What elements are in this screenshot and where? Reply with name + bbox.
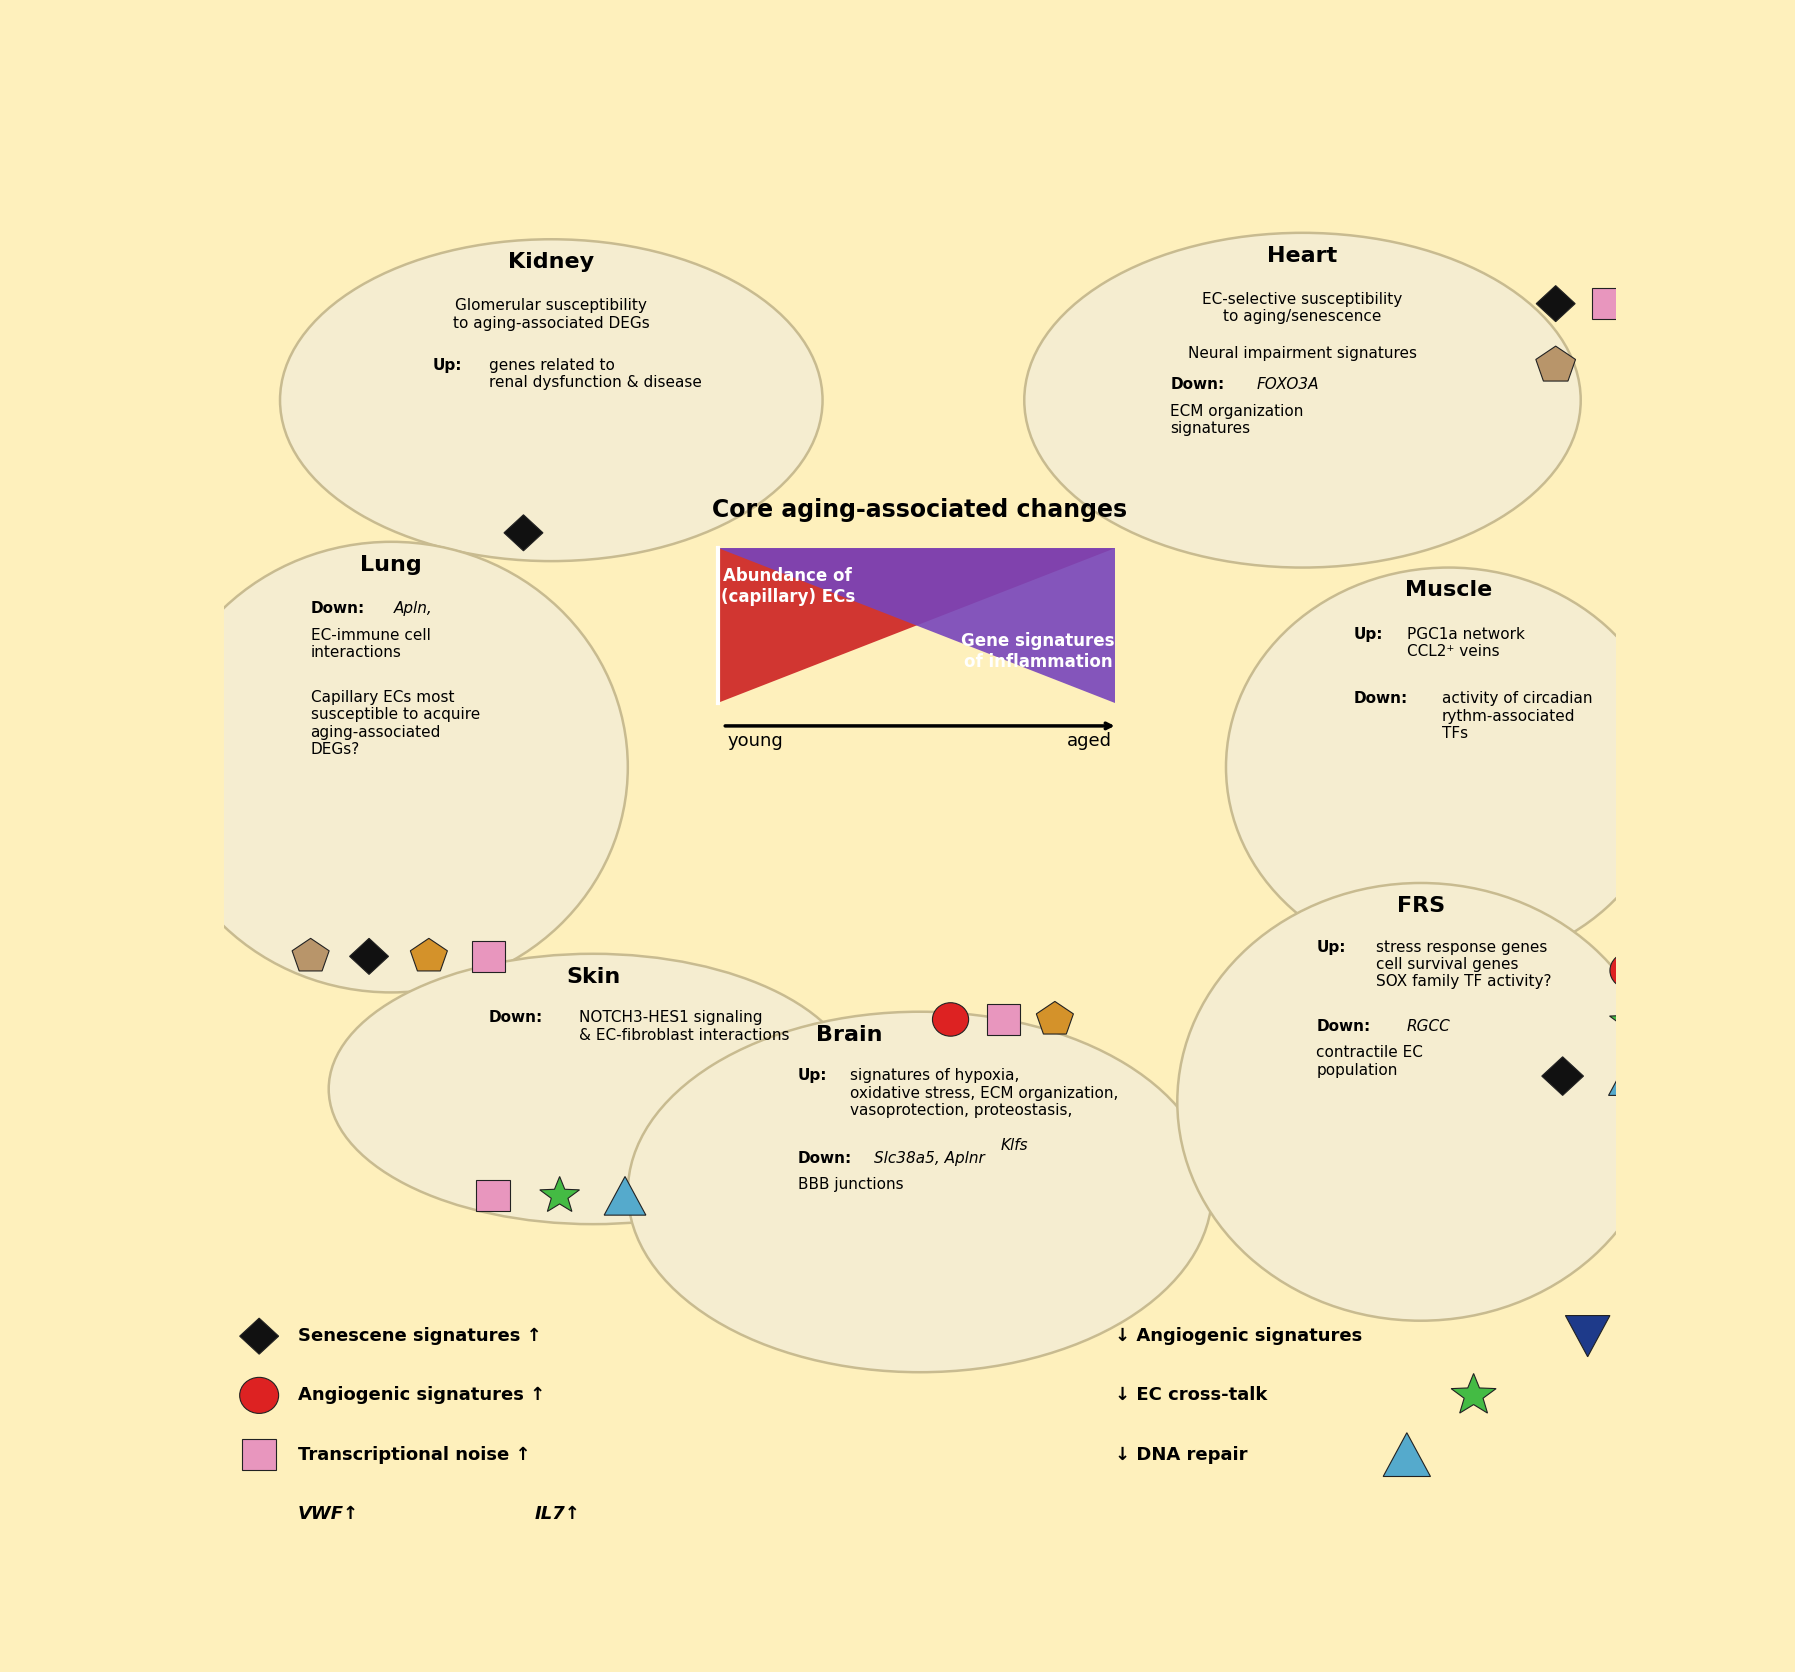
Polygon shape [1610, 1003, 1650, 1038]
Polygon shape [1592, 288, 1624, 319]
Polygon shape [1537, 286, 1576, 321]
Ellipse shape [1178, 883, 1664, 1321]
Polygon shape [718, 548, 1115, 702]
Text: Heart: Heart [1267, 246, 1337, 266]
Polygon shape [1384, 1433, 1431, 1476]
Text: Down:: Down: [488, 1010, 542, 1025]
Text: IL7↑: IL7↑ [535, 1505, 580, 1523]
Text: Down:: Down: [797, 1150, 853, 1165]
Polygon shape [1624, 617, 1668, 659]
Polygon shape [472, 941, 506, 971]
Text: aged: aged [1066, 732, 1111, 751]
Ellipse shape [1025, 232, 1581, 567]
Text: Up:: Up: [433, 358, 463, 373]
Text: Senescene signatures ↑: Senescene signatures ↑ [298, 1328, 542, 1346]
Polygon shape [476, 1180, 510, 1211]
Text: Lung: Lung [361, 555, 422, 575]
Text: EC-selective susceptibility
to aging/senescence: EC-selective susceptibility to aging/sen… [1203, 293, 1402, 324]
Text: Slc38a5, Aplnr: Slc38a5, Aplnr [874, 1150, 985, 1165]
Polygon shape [293, 938, 328, 971]
Ellipse shape [1226, 567, 1671, 966]
Polygon shape [241, 1318, 278, 1354]
Text: Down:: Down: [311, 600, 364, 615]
Text: Down:: Down: [1316, 1020, 1371, 1035]
Polygon shape [1450, 1373, 1495, 1413]
Text: Down:: Down: [1353, 691, 1409, 706]
Polygon shape [477, 1496, 513, 1528]
Ellipse shape [628, 1012, 1212, 1373]
Text: Skin: Skin [565, 966, 619, 986]
Text: stress response genes
cell survival genes
SOX family TF activity?: stress response genes cell survival gene… [1377, 940, 1551, 990]
Polygon shape [1036, 1002, 1073, 1033]
Text: genes related to
renal dysfunction & disease: genes related to renal dysfunction & dis… [488, 358, 702, 390]
Text: activity of circadian
rythm-associated
TFs: activity of circadian rythm-associated T… [1441, 691, 1592, 741]
Circle shape [1610, 953, 1650, 988]
Text: Up:: Up: [797, 1068, 827, 1083]
Text: ECM organization
signatures: ECM organization signatures [1170, 405, 1303, 436]
Text: young: young [729, 732, 784, 751]
Text: Capillary ECs most
susceptible to acquire
aging-associated
DEGs?: Capillary ECs most susceptible to acquir… [311, 691, 479, 757]
Polygon shape [242, 1440, 276, 1470]
Text: EC-immune cell
interactions: EC-immune cell interactions [311, 629, 431, 660]
Text: ↓ EC cross-talk: ↓ EC cross-talk [1115, 1386, 1267, 1404]
Polygon shape [718, 548, 1115, 702]
Text: contractile EC
population: contractile EC population [1316, 1045, 1423, 1077]
Circle shape [241, 1378, 278, 1413]
Text: Abundance of
(capillary) ECs: Abundance of (capillary) ECs [720, 567, 854, 607]
Text: Transcriptional noise ↑: Transcriptional noise ↑ [298, 1446, 531, 1463]
Text: signatures of hypoxia,
oxidative stress, ECM organization,
vasoprotection, prote: signatures of hypoxia, oxidative stress,… [851, 1068, 1118, 1119]
Ellipse shape [280, 239, 822, 562]
Text: FRS: FRS [1397, 896, 1445, 916]
Polygon shape [540, 1177, 580, 1212]
Polygon shape [1608, 1057, 1650, 1095]
Text: Muscle: Muscle [1405, 580, 1492, 600]
Text: Glomerular susceptibility
to aging-associated DEGs: Glomerular susceptibility to aging-assoc… [452, 299, 650, 331]
Text: ↓ Angiogenic signatures: ↓ Angiogenic signatures [1115, 1328, 1362, 1346]
Text: Brain: Brain [815, 1025, 881, 1045]
Text: PGC1a network
CCL2⁺ veins: PGC1a network CCL2⁺ veins [1407, 627, 1524, 659]
Text: Gene signatures
of inflammation: Gene signatures of inflammation [962, 632, 1115, 670]
Text: Kidney: Kidney [508, 252, 594, 273]
Polygon shape [411, 938, 447, 971]
Polygon shape [987, 1003, 1020, 1035]
Polygon shape [1565, 1316, 1610, 1356]
Ellipse shape [154, 542, 628, 993]
Text: VWF↑: VWF↑ [298, 1505, 359, 1523]
Ellipse shape [328, 953, 858, 1224]
Polygon shape [1542, 1057, 1583, 1095]
Text: RGCC: RGCC [1407, 1020, 1450, 1035]
Text: Core aging-associated changes: Core aging-associated changes [713, 498, 1127, 522]
Polygon shape [504, 515, 542, 550]
Polygon shape [350, 938, 388, 975]
Text: Apln,: Apln, [395, 600, 433, 615]
Text: Neural impairment signatures: Neural impairment signatures [1188, 346, 1416, 361]
Text: Angiogenic signatures ↑: Angiogenic signatures ↑ [298, 1386, 546, 1404]
Circle shape [932, 1003, 969, 1037]
Text: FOXO3A: FOXO3A [1256, 376, 1319, 391]
Text: Down:: Down: [1170, 376, 1224, 391]
Text: Up:: Up: [1353, 627, 1384, 642]
Polygon shape [1537, 346, 1576, 381]
Text: Klfs: Klfs [1000, 1139, 1029, 1154]
Text: ↓ DNA repair: ↓ DNA repair [1115, 1446, 1248, 1463]
Text: NOTCH3-HES1 signaling
& EC-fibroblast interactions: NOTCH3-HES1 signaling & EC-fibroblast in… [580, 1010, 790, 1043]
Polygon shape [605, 1177, 646, 1216]
Polygon shape [241, 1496, 278, 1528]
Text: Up:: Up: [1316, 940, 1346, 955]
Text: BBB junctions: BBB junctions [797, 1177, 903, 1192]
